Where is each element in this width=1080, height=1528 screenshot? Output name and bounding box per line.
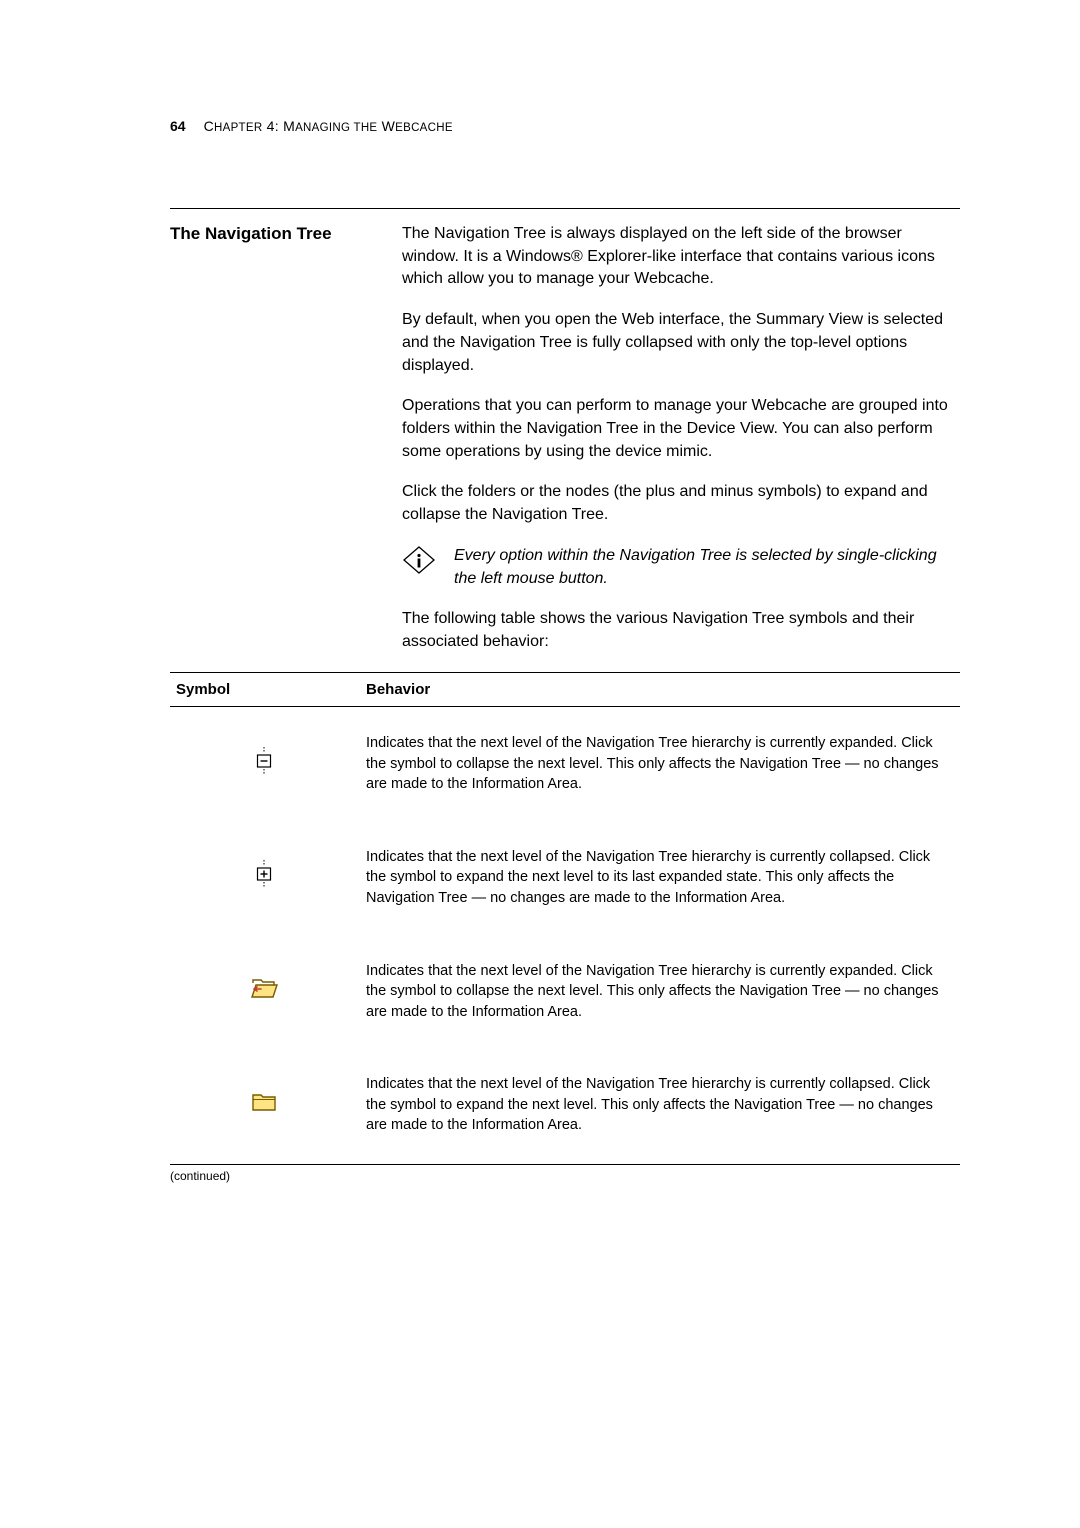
table-row: Indicates that the next level of the Nav…	[170, 1048, 960, 1162]
para: The Navigation Tree is always displayed …	[402, 223, 960, 291]
para: Operations that you can perform to manag…	[402, 395, 960, 463]
symbol-cell	[170, 821, 360, 935]
behavior-cell: Indicates that the next level of the Nav…	[360, 935, 960, 1049]
t: C	[204, 118, 214, 134]
para: By default, when you open the Web interf…	[402, 309, 960, 377]
note-text: Every option within the Navigation Tree …	[454, 545, 960, 590]
open-folder-icon	[250, 977, 278, 999]
continued-label: (continued)	[170, 1169, 960, 1183]
symbol-cell	[170, 935, 360, 1049]
info-icon	[402, 545, 436, 575]
table-header-symbol: Symbol	[170, 672, 360, 706]
para: The following table shows the various Na…	[402, 608, 960, 653]
chapter-title: CHAPTER 4: MANAGING THE WEBCACHE	[204, 118, 453, 134]
t: EBCACHE	[395, 122, 453, 134]
page: 64 CHAPTER 4: MANAGING THE WEBCACHE The …	[0, 0, 1080, 1528]
plus-node-icon	[255, 860, 273, 888]
section-heading: The Navigation Tree	[170, 223, 380, 672]
intro-block: The Navigation Tree The Navigation Tree …	[170, 223, 960, 672]
closed-folder-icon	[250, 1091, 278, 1113]
running-header: 64 CHAPTER 4: MANAGING THE WEBCACHE	[170, 118, 960, 134]
section-body: The Navigation Tree is always displayed …	[402, 223, 960, 672]
table-row: Indicates that the next level of the Nav…	[170, 935, 960, 1049]
symbol-cell	[170, 707, 360, 821]
para: Click the folders or the nodes (the plus…	[402, 481, 960, 526]
rule	[170, 208, 960, 209]
behavior-cell: Indicates that the next level of the Nav…	[360, 1048, 960, 1162]
minus-node-icon	[255, 747, 273, 775]
table-header-behavior: Behavior	[360, 672, 960, 706]
t: HAPTER	[214, 122, 262, 134]
table-row: Indicates that the next level of the Nav…	[170, 821, 960, 935]
t: ANAGING	[295, 122, 350, 134]
t: W	[377, 118, 395, 134]
t: 4: M	[262, 118, 295, 134]
symbol-table: Symbol Behavior Indicates that the next …	[170, 672, 960, 1162]
rule	[170, 1164, 960, 1165]
behavior-cell: Indicates that the next level of the Nav…	[360, 821, 960, 935]
note-block: Every option within the Navigation Tree …	[402, 545, 960, 590]
table-row: Indicates that the next level of the Nav…	[170, 707, 960, 821]
symbol-cell	[170, 1048, 360, 1162]
t: THE	[350, 122, 377, 134]
page-number: 64	[170, 118, 186, 134]
behavior-cell: Indicates that the next level of the Nav…	[360, 707, 960, 821]
